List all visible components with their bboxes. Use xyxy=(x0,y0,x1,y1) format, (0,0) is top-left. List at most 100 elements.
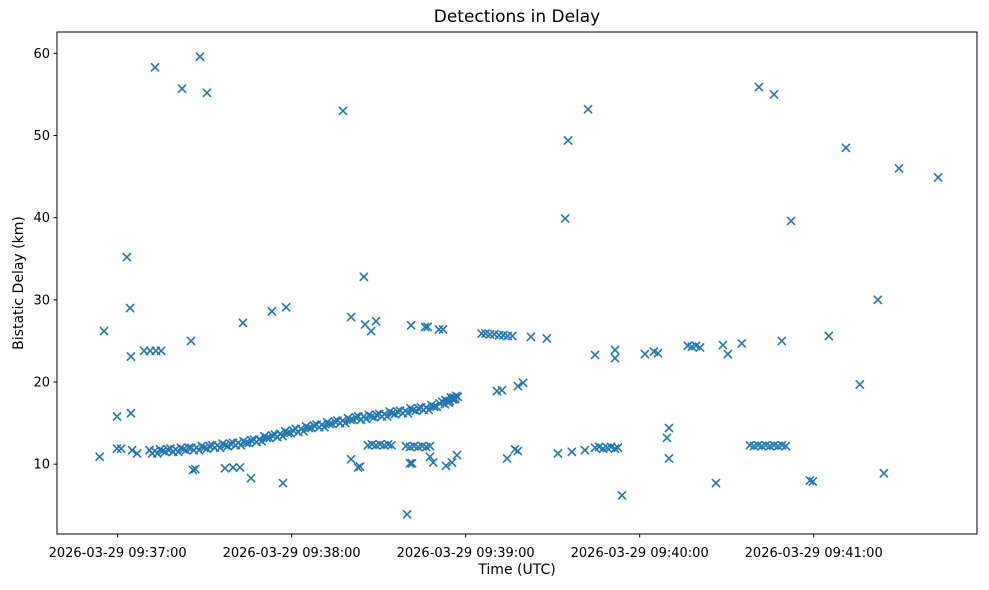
scatter-point xyxy=(786,216,796,226)
scatter-point xyxy=(610,345,620,355)
scatter-point xyxy=(132,449,142,458)
scatter-point xyxy=(507,331,517,341)
scatter-point xyxy=(513,446,523,456)
scatter-point xyxy=(320,422,329,432)
scatter-point xyxy=(502,454,512,463)
y-tick-label: 50 xyxy=(33,129,50,144)
scatter-point xyxy=(246,473,256,483)
scatter-point xyxy=(246,435,256,445)
scatter-point xyxy=(366,326,376,336)
scatter-point xyxy=(610,353,620,363)
scatter-point xyxy=(420,322,430,332)
scatter-point xyxy=(408,405,418,415)
scatter-point xyxy=(99,326,109,336)
scatter-point xyxy=(126,408,136,418)
scatter-point xyxy=(617,490,627,500)
scatter-point xyxy=(257,436,267,446)
scatter-point xyxy=(202,88,212,98)
scatter-point xyxy=(518,378,528,388)
scatter-point xyxy=(777,336,787,346)
scatter-point xyxy=(737,338,747,348)
scatter-point xyxy=(353,463,363,472)
scatter-point xyxy=(188,465,198,475)
scatter-point xyxy=(278,431,288,441)
scatter-point xyxy=(453,392,463,402)
scatter-point xyxy=(447,458,457,467)
scatter-point xyxy=(393,407,402,416)
scatter-point xyxy=(281,302,291,312)
scatter-point xyxy=(824,331,834,341)
scatter-point xyxy=(429,402,439,412)
scatter-point xyxy=(367,412,376,421)
scatter-point xyxy=(402,509,412,519)
scatter-point xyxy=(156,346,166,356)
scatter-point xyxy=(879,468,889,478)
y-tick-label: 10 xyxy=(33,458,50,473)
scatter-point xyxy=(283,428,293,438)
scatter-point xyxy=(711,478,721,488)
scatter-point xyxy=(613,443,623,453)
scatter-point xyxy=(278,478,288,488)
y-tick-label: 60 xyxy=(33,47,50,62)
scatter-point xyxy=(372,410,382,420)
scatter-point xyxy=(177,84,187,94)
scatter-point xyxy=(346,454,356,464)
scatter-point xyxy=(163,444,173,454)
scatter-point xyxy=(723,349,733,359)
scatter-point xyxy=(127,445,137,455)
scatter-point xyxy=(873,295,883,305)
scatter-point xyxy=(781,441,791,451)
scatter-point xyxy=(112,412,122,421)
scatter-point xyxy=(122,252,132,262)
scatter-point xyxy=(152,449,162,458)
scatter-point xyxy=(413,403,423,413)
scatter-point xyxy=(199,443,209,453)
scatter-point xyxy=(425,452,435,462)
scatter-point xyxy=(173,447,183,457)
scatter-point xyxy=(236,440,246,450)
scatter-point xyxy=(215,443,225,453)
scatter-point xyxy=(560,214,570,223)
scatter-point xyxy=(754,82,764,92)
x-tick-label: 2026-03-29 09:40:00 xyxy=(571,546,709,561)
scatter-point xyxy=(205,441,214,451)
chart-title: Detections in Delay xyxy=(433,7,601,27)
scatter-point xyxy=(346,312,356,322)
scatter-point xyxy=(424,405,434,415)
y-tick-label: 20 xyxy=(33,376,50,391)
scatter-point xyxy=(150,62,160,72)
scatter-point xyxy=(425,441,435,451)
scatter-point xyxy=(158,446,167,456)
scatter-point xyxy=(855,380,865,389)
scatter-point xyxy=(808,477,818,486)
scatter-point xyxy=(235,463,245,472)
scatter-point xyxy=(190,464,200,474)
scatter-point xyxy=(340,418,350,428)
scatter-point xyxy=(580,445,590,455)
scatter-point xyxy=(226,439,235,449)
scatter-point xyxy=(387,408,397,418)
scatter-point xyxy=(220,463,230,473)
x-tick-label: 2026-03-29 09:38:00 xyxy=(223,546,361,561)
scatter-point xyxy=(438,325,448,334)
scatter-point xyxy=(194,445,204,455)
scatter-point xyxy=(184,443,194,453)
scatter-point xyxy=(267,306,277,316)
scatter-point xyxy=(387,440,396,450)
scatter-point xyxy=(220,440,230,450)
scatter-point xyxy=(664,423,674,433)
scatter-point xyxy=(590,350,600,360)
x-axis-label: Time (UTC) xyxy=(478,562,556,578)
y-tick-label: 40 xyxy=(33,211,50,226)
scatter-point xyxy=(309,421,319,430)
scatter-point xyxy=(452,450,462,460)
scatter-point xyxy=(497,385,507,395)
scatter-point xyxy=(563,136,573,145)
scatter-point xyxy=(179,444,188,454)
scatter-point xyxy=(371,316,381,326)
scatter-point xyxy=(325,419,335,429)
scatter-point xyxy=(195,52,205,62)
scatter-point xyxy=(526,332,536,342)
scatter-point xyxy=(267,431,277,440)
